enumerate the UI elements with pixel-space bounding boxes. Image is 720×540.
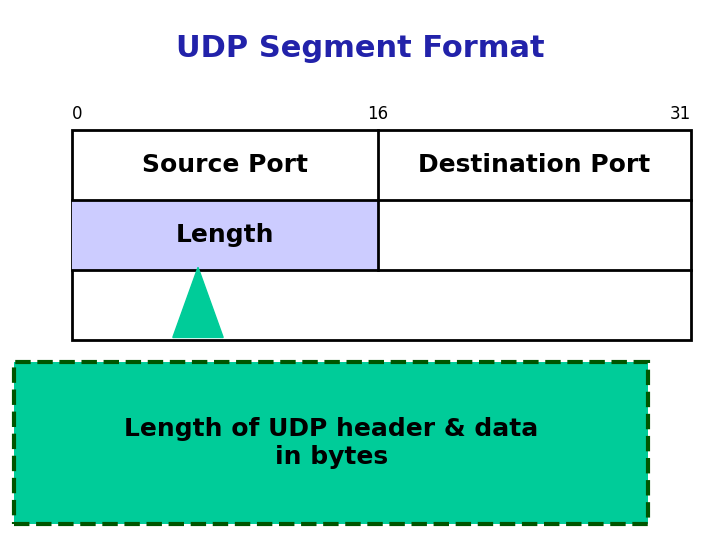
Text: Length: Length [176,223,274,247]
Bar [72,130,691,340]
Text: Source Port: Source Port [142,153,308,177]
Text: UDP Segment Format: UDP Segment Format [176,34,544,63]
Text: Destination Port: Destination Port [418,153,651,177]
Text: 0: 0 [72,105,83,123]
Bar [14,362,648,524]
Polygon shape [173,267,223,338]
Text: 31: 31 [670,105,691,123]
Bar [72,200,378,270]
Text: 16: 16 [367,105,389,123]
Text: Length of UDP header & data
in bytes: Length of UDP header & data in bytes [124,417,539,469]
